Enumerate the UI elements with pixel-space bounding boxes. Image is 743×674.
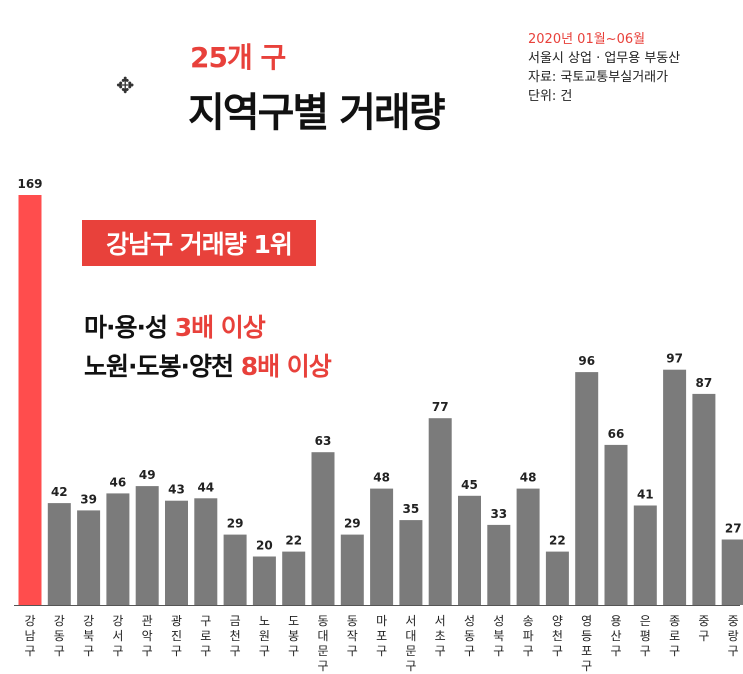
bar-금천구 — [223, 534, 247, 605]
bar-종로구 — [663, 369, 687, 605]
move-cursor-icon: ✥ — [116, 74, 135, 99]
bar-용산구 — [604, 444, 628, 605]
bar-강서구 — [106, 493, 130, 605]
bar-동작구 — [340, 534, 364, 605]
bar-노원구 — [252, 556, 276, 605]
unit-text: 단위: 건 — [528, 89, 573, 104]
data-label: 29 — [227, 517, 244, 531]
note-line-2-highlight: 8배 이상 — [240, 352, 332, 381]
page-title: 지역구별 거래량 — [188, 90, 446, 136]
note-line-1-label: 마·용·성 — [84, 313, 175, 342]
data-label: 29 — [344, 517, 361, 531]
data-label: 48 — [520, 471, 537, 485]
note-line-2: 노원·도봉·양천 8배 이상 — [84, 347, 332, 383]
bar-강북구 — [77, 510, 101, 605]
bar-마포구 — [370, 488, 394, 605]
bar-성동구 — [458, 495, 481, 605]
bar-강동구 — [47, 503, 71, 605]
bar-광진구 — [165, 500, 188, 605]
title-highlight: 25개 구 — [190, 41, 286, 74]
bar-양천구 — [545, 551, 569, 605]
data-label: 48 — [373, 471, 390, 485]
note-line-1: 마·용·성 3배 이상 — [84, 308, 266, 344]
bar-영등포구 — [575, 372, 599, 605]
data-label: 33 — [490, 507, 507, 521]
chart-meta: 2020년 01월~06월 서울시 상업 · 업무용 부동산 자료: 국토교통부… — [528, 30, 680, 106]
bar-서초구 — [428, 418, 452, 605]
note-line-2-label: 노원·도봉·양천 — [84, 352, 241, 381]
bar-중랑구 — [721, 539, 743, 605]
data-label: 43 — [168, 483, 185, 497]
bar-송파구 — [516, 488, 540, 605]
data-label: 22 — [285, 534, 302, 548]
data-label: 42 — [51, 485, 68, 499]
bar-은평구 — [633, 505, 657, 605]
source-text: 자료: 국토교통부실거래가 — [528, 70, 669, 85]
data-label: 87 — [696, 376, 713, 390]
bar-중구 — [692, 393, 716, 605]
data-label: 45 — [461, 478, 478, 492]
data-label: 66 — [608, 427, 625, 441]
period-text: 2020년 01월~06월 — [528, 32, 646, 47]
bar-강남구 — [18, 195, 42, 605]
data-label: 97 — [666, 352, 683, 366]
data-label: 41 — [637, 488, 654, 502]
note-line-1-highlight: 3배 이상 — [174, 313, 266, 342]
data-label: 46 — [110, 475, 127, 489]
data-label: 49 — [139, 468, 156, 482]
bar-동대문구 — [311, 452, 335, 605]
data-label: 22 — [549, 534, 566, 548]
subject-text: 서울시 상업 · 업무용 부동산 — [528, 51, 681, 66]
data-label: 39 — [80, 492, 97, 506]
highlight-banner: 강남구 거래량 1위 — [82, 220, 316, 266]
bar-관악구 — [135, 486, 159, 605]
data-label: 96 — [578, 354, 595, 368]
bar-서대문구 — [399, 520, 423, 605]
data-label: 63 — [315, 434, 332, 448]
data-label: 27 — [725, 522, 742, 536]
data-label: 77 — [432, 400, 449, 414]
bar-성북구 — [487, 524, 511, 605]
bar-구로구 — [194, 498, 218, 605]
data-label: 35 — [403, 502, 420, 516]
data-label: 20 — [256, 539, 273, 553]
data-label: 44 — [197, 480, 214, 494]
data-label: 169 — [17, 177, 42, 191]
bar-도봉구 — [282, 551, 306, 605]
